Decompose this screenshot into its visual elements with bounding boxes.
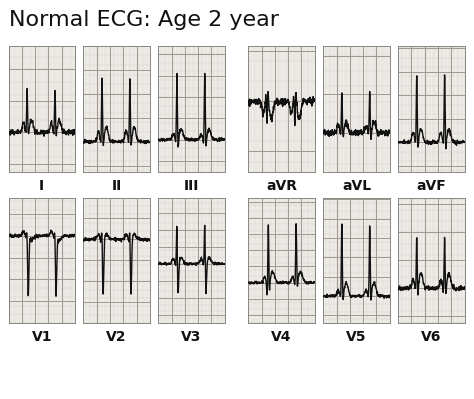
Text: III: III: [184, 179, 199, 193]
Text: Normal ECG: Age 2 year: Normal ECG: Age 2 year: [9, 10, 280, 30]
Text: V2: V2: [106, 330, 127, 344]
Text: II: II: [111, 179, 122, 193]
Text: aVF: aVF: [417, 179, 446, 193]
Text: aVR: aVR: [266, 179, 297, 193]
Text: V3: V3: [182, 330, 201, 344]
Text: V5: V5: [346, 330, 367, 344]
Text: V4: V4: [271, 330, 292, 344]
Text: V1: V1: [31, 330, 52, 344]
Text: aVL: aVL: [342, 179, 371, 193]
Text: V6: V6: [421, 330, 441, 344]
Text: I: I: [39, 179, 44, 193]
